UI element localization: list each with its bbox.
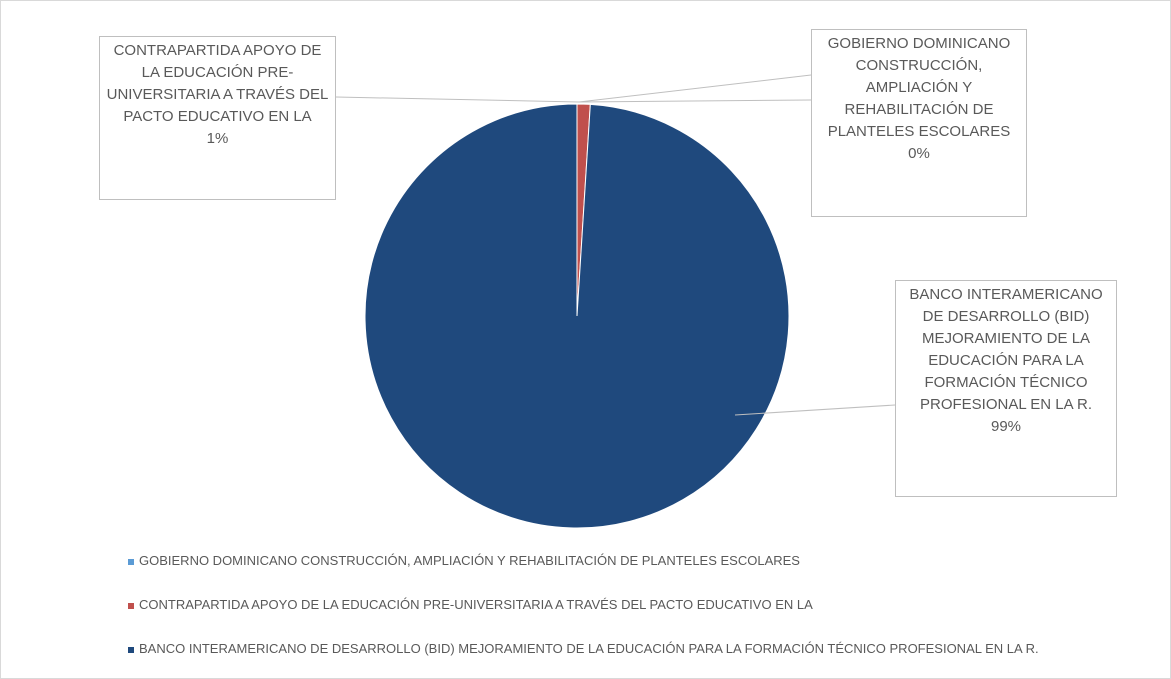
legend-label: GOBIERNO DOMINICANO CONSTRUCCIÓN, AMPLIA… bbox=[139, 553, 800, 568]
leader-line bbox=[578, 99, 812, 103]
label-value: 99% bbox=[990, 418, 1022, 435]
data-label: GOBIERNO DOMINICANO CONSTRUCCIÓN, AMPLIA… bbox=[811, 29, 1027, 217]
leader-line bbox=[578, 74, 812, 103]
legend-marker bbox=[128, 558, 134, 565]
data-label: CONTRAPARTIDA APOYO DE LA EDUCACIÓN PRE-… bbox=[99, 36, 336, 200]
label-category: GOBIERNO DOMINICANO CONSTRUCCIÓN, AMPLIA… bbox=[827, 35, 1011, 140]
leader-line bbox=[335, 96, 580, 103]
legend-entry: BANCO INTERAMERICANO DE DESARROLLO (BID)… bbox=[128, 641, 1039, 656]
leader-line bbox=[734, 404, 896, 416]
legend-marker bbox=[128, 602, 134, 609]
label-value: 1% bbox=[206, 130, 229, 147]
legend-label: BANCO INTERAMERICANO DE DESARROLLO (BID)… bbox=[139, 641, 1039, 656]
pie-slice bbox=[364, 103, 790, 529]
legend-entry: GOBIERNO DOMINICANO CONSTRUCCIÓN, AMPLIA… bbox=[128, 553, 800, 568]
data-label: BANCO INTERAMERICANO DE DESARROLLO (BID)… bbox=[895, 280, 1117, 497]
label-value: 0% bbox=[908, 145, 930, 162]
label-category: BANCO INTERAMERICANO DE DESARROLLO (BID)… bbox=[909, 286, 1103, 413]
legend-marker bbox=[128, 646, 134, 653]
legend-entry: CONTRAPARTIDA APOYO DE LA EDUCACIÓN PRE-… bbox=[128, 597, 813, 612]
legend-label: CONTRAPARTIDA APOYO DE LA EDUCACIÓN PRE-… bbox=[139, 597, 813, 612]
label-category: CONTRAPARTIDA APOYO DE LA EDUCACIÓN PRE-… bbox=[106, 42, 329, 125]
